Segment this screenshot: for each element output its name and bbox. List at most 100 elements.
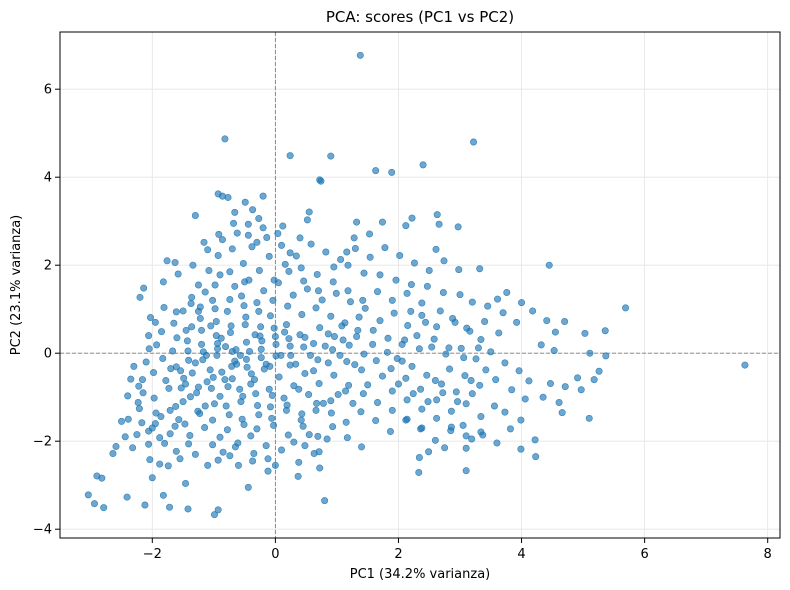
scatter-point xyxy=(290,438,298,446)
scatter-point xyxy=(436,307,444,315)
scatter-point xyxy=(432,245,440,253)
scatter-point xyxy=(98,474,106,482)
scatter-point xyxy=(255,266,263,274)
scatter-point xyxy=(418,424,426,432)
scatter-point xyxy=(188,323,196,331)
scatter-point xyxy=(184,347,192,355)
scatter-point xyxy=(174,270,182,278)
scatter-point xyxy=(257,354,265,362)
scatter-point xyxy=(601,327,609,335)
scatter-point xyxy=(211,305,219,313)
scatter-point xyxy=(360,350,368,358)
scatter-point xyxy=(217,334,225,342)
scatter-point xyxy=(477,413,485,421)
scatter-point xyxy=(287,351,295,359)
chart-title: PCA: scores (PC1 vs PC2) xyxy=(326,8,514,26)
scatter-point xyxy=(159,278,167,286)
scatter-point xyxy=(495,329,503,337)
scatter-point xyxy=(419,161,427,169)
scatter-point xyxy=(213,351,221,359)
scatter-point xyxy=(252,390,260,398)
scatter-point xyxy=(186,393,194,401)
scatter-point xyxy=(351,244,359,252)
scatter-point xyxy=(286,342,294,350)
scatter-point xyxy=(376,271,384,279)
scatter-point xyxy=(201,424,209,432)
scatter-point xyxy=(327,152,335,160)
scatter-point xyxy=(423,282,431,290)
scatter-point xyxy=(207,322,215,330)
scatter-point xyxy=(214,345,222,353)
scatter-point xyxy=(263,233,271,241)
scatter-point xyxy=(266,362,274,370)
scatter-point xyxy=(138,419,146,427)
scatter-point xyxy=(281,260,289,268)
scatter-point xyxy=(214,506,222,514)
scatter-point xyxy=(388,296,396,304)
scatter-point xyxy=(351,361,359,369)
scatter-point xyxy=(171,259,179,267)
scatter-point xyxy=(324,359,332,367)
scatter-point xyxy=(403,289,411,297)
scatter-point xyxy=(360,269,368,277)
scatter-point xyxy=(301,333,309,341)
scatter-point xyxy=(84,491,92,499)
scatter-point xyxy=(327,397,335,405)
scatter-point xyxy=(133,431,141,439)
scatter-point xyxy=(321,497,329,505)
scatter-point xyxy=(148,424,156,432)
scatter-point xyxy=(277,351,285,359)
scatter-point xyxy=(428,343,436,351)
scatter-point xyxy=(292,360,300,368)
scatter-point xyxy=(268,391,276,399)
scatter-point xyxy=(183,337,191,345)
scatter-point xyxy=(265,385,273,393)
scatter-point xyxy=(249,457,257,465)
scatter-point xyxy=(374,398,382,406)
scatter-point xyxy=(425,448,433,456)
data-points xyxy=(84,51,749,519)
scatter-point xyxy=(472,355,480,363)
scatter-point xyxy=(255,411,263,419)
scatter-point xyxy=(431,376,439,384)
scatter-point xyxy=(270,276,278,284)
scatter-point xyxy=(477,336,485,344)
scatter-point xyxy=(314,356,322,364)
scatter-point xyxy=(226,268,234,276)
scatter-point xyxy=(204,246,212,254)
scatter-point xyxy=(439,288,447,296)
scatter-point xyxy=(230,219,238,227)
scatter-point xyxy=(164,462,172,470)
scatter-point xyxy=(319,399,327,407)
scatter-point xyxy=(490,402,498,410)
scatter-point xyxy=(264,467,272,475)
scatter-point xyxy=(346,298,354,306)
scatter-point xyxy=(146,314,154,322)
x-axis-ticks: −2 0 2 4 6 8 xyxy=(143,538,772,562)
x-tick-label: 2 xyxy=(394,547,402,562)
scatter-point xyxy=(394,380,402,388)
y-tick-label: 2 xyxy=(44,259,52,274)
scatter-point xyxy=(244,483,252,491)
scatter-point xyxy=(358,366,366,374)
scatter-point xyxy=(188,293,196,301)
scatter-point xyxy=(253,238,261,246)
scatter-point xyxy=(430,335,438,343)
scatter-point xyxy=(189,261,197,269)
scatter-point xyxy=(238,292,246,300)
scatter-point xyxy=(343,434,351,442)
scatter-point xyxy=(156,460,164,468)
scatter-point xyxy=(246,347,254,355)
scatter-point xyxy=(209,416,217,424)
scatter-point xyxy=(225,411,233,419)
scatter-point xyxy=(223,307,231,315)
scatter-point xyxy=(545,261,553,269)
scatter-point xyxy=(413,332,421,340)
x-tick-label: 8 xyxy=(764,547,772,562)
scatter-point xyxy=(282,406,290,414)
scatter-point xyxy=(270,421,278,429)
scatter-point xyxy=(374,288,382,296)
scatter-point xyxy=(468,298,476,306)
scatter-point xyxy=(231,443,239,451)
scatter-point xyxy=(297,416,305,424)
